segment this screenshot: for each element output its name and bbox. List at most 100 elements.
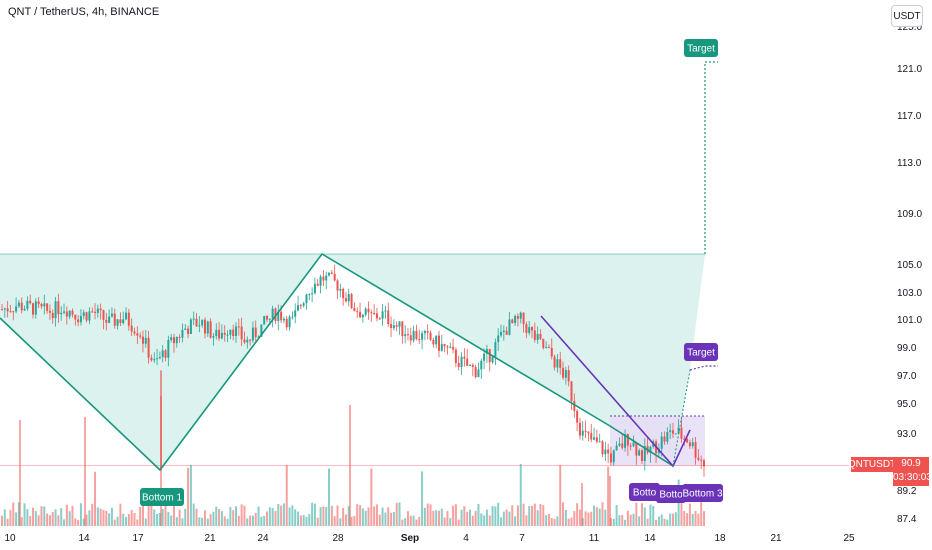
candle-body	[483, 353, 486, 361]
candle-body	[649, 446, 652, 453]
candle-body	[122, 319, 125, 324]
volume-bar	[206, 518, 209, 526]
y-tick-label: 105.0	[897, 260, 922, 271]
target-2-projection	[689, 365, 718, 371]
volume-bar	[502, 511, 505, 526]
volume-bar	[181, 518, 184, 526]
volume-bar	[96, 507, 99, 526]
volume-bar	[229, 506, 232, 526]
currency-unit-button[interactable]: USDT	[891, 5, 923, 27]
candle-body	[99, 308, 102, 311]
volume-bar	[305, 516, 308, 526]
volume-bar	[37, 515, 40, 526]
volume-bar	[531, 506, 534, 526]
bottom-3-callout: Bottom 3	[682, 484, 723, 502]
candle-body	[350, 294, 353, 308]
volume-bar	[624, 519, 627, 526]
candle-body	[519, 312, 522, 319]
candle-body	[666, 431, 669, 442]
volume-bar	[113, 519, 116, 526]
candle-body	[367, 308, 370, 313]
volume-bar	[237, 515, 240, 526]
volume-bar	[485, 509, 488, 526]
volume-bar	[595, 507, 598, 526]
candle-body	[480, 360, 483, 370]
candle-body	[660, 436, 663, 449]
volume-bar	[105, 510, 108, 526]
volume-bar	[629, 514, 632, 526]
candle-body	[232, 329, 235, 337]
candle-body	[505, 330, 508, 335]
candle-body	[218, 329, 221, 339]
volume-bar	[119, 503, 122, 526]
target-2-callout-text: Target	[687, 348, 715, 359]
candle-body	[573, 401, 576, 411]
volume-bar	[150, 503, 153, 526]
candle-body	[187, 328, 190, 334]
time-axis[interactable]: 10 14 17 21 24 28 Sep 4 7 11 14 18 21 25	[4, 533, 855, 544]
candle-body	[147, 337, 150, 358]
candle-body	[172, 337, 175, 344]
candle-body	[6, 308, 9, 312]
volume-bar	[525, 515, 528, 526]
bottom-overlap-callout-box	[656, 485, 686, 503]
candle-body	[125, 312, 128, 320]
bottom-2-callout-text: Botto	[633, 488, 657, 499]
candle-body	[322, 276, 325, 281]
y-tick-label: 125.0	[897, 22, 922, 33]
volume-bar	[511, 505, 514, 526]
candle-body	[339, 288, 342, 291]
candle-body	[65, 311, 68, 317]
candle-body	[553, 356, 556, 368]
volume-bar	[57, 515, 60, 526]
volume-bar	[311, 502, 314, 526]
volume-bar	[347, 506, 350, 526]
candle-body	[288, 316, 291, 328]
x-tick-label: 4	[463, 533, 469, 544]
candle-body	[432, 339, 435, 345]
candle-body	[663, 436, 666, 442]
volume-bar	[43, 506, 46, 526]
candle-body	[466, 358, 469, 366]
volume-bar	[139, 506, 142, 526]
volume-bar	[189, 464, 192, 526]
candle-body	[545, 347, 548, 349]
x-tick-label: 7	[519, 533, 525, 544]
volume-bar	[243, 505, 246, 526]
volume-bar	[26, 509, 29, 526]
volume-bar	[429, 504, 432, 526]
y-tick-label: 93.0	[897, 429, 917, 440]
volume-bar	[333, 516, 336, 526]
candle-body	[395, 325, 398, 327]
price-axis[interactable]: 125.0 121.0 117.0 113.0 109.0 105.0 103.0 101.0…	[897, 22, 922, 525]
candle-body	[536, 333, 539, 340]
volume-bar	[635, 502, 638, 526]
volume-bar	[361, 508, 364, 526]
candle-body	[686, 438, 689, 443]
candle-body	[235, 326, 237, 337]
candle-body	[136, 333, 139, 336]
candle-body	[621, 443, 624, 448]
candle-body	[91, 311, 94, 313]
candle-body	[195, 318, 198, 327]
candle-body	[144, 337, 147, 344]
candle-body	[316, 283, 319, 286]
volume-bar	[291, 505, 294, 526]
candle-body	[240, 326, 243, 340]
volume-bar	[51, 512, 54, 526]
current-price-label: 90.9 03:30:03	[893, 457, 932, 486]
volume-bar	[381, 507, 384, 526]
candle-body	[593, 437, 596, 440]
candle-body	[9, 311, 12, 313]
volume-bar	[378, 514, 381, 526]
candle-body	[342, 288, 345, 299]
candle-body	[694, 442, 697, 458]
volume-bar	[449, 518, 452, 526]
volume-bar	[130, 510, 133, 526]
bottom-overlap-callout-text: Botto	[659, 490, 683, 501]
candle-body	[325, 275, 328, 281]
target-1-projection	[704, 61, 718, 254]
volume-bar	[271, 508, 274, 526]
candle-body	[398, 321, 401, 327]
